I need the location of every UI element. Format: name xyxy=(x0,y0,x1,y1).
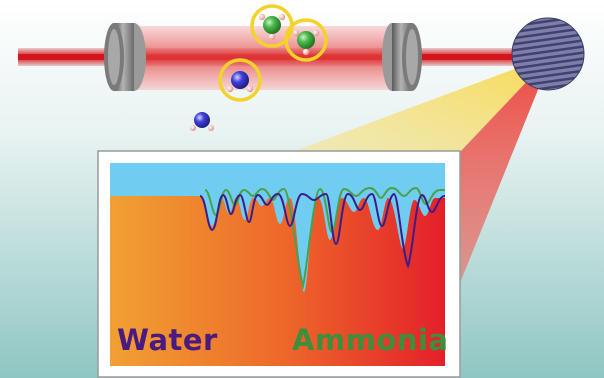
ammonia-trace xyxy=(204,186,445,290)
diffracted-red-light xyxy=(460,55,552,283)
ammonia-molecule-2 xyxy=(284,18,328,62)
ammonia-label: Ammonia xyxy=(292,323,449,357)
right-mirror xyxy=(382,23,422,91)
diffraction-grating xyxy=(511,17,585,91)
water-label: Water xyxy=(117,323,218,357)
water-trace xyxy=(199,192,445,269)
left-mirror xyxy=(104,23,146,91)
spectrum-panel xyxy=(97,150,461,378)
diffracted-light-cone xyxy=(292,55,552,152)
water-molecule-highlighted xyxy=(218,58,262,102)
water-molecule xyxy=(190,112,214,131)
